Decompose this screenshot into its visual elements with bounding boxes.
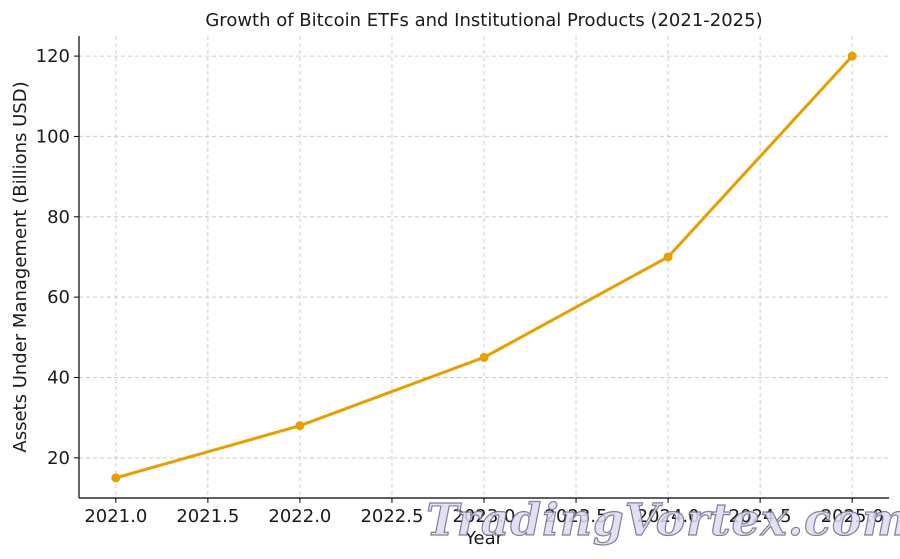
y-tick-label: 100 bbox=[36, 126, 70, 147]
data-point bbox=[295, 421, 305, 431]
x-tick-label: 2025.0 bbox=[821, 506, 884, 527]
y-tick-label: 60 bbox=[47, 287, 70, 308]
y-tick-label: 40 bbox=[47, 367, 70, 388]
axes: 2021.0 2021.5 2022.0 2022.5 2023.0 2023.5 2024… bbox=[36, 36, 889, 527]
y-tick-label: 80 bbox=[47, 207, 70, 228]
chart-title: Growth of Bitcoin ETFs and Institutional… bbox=[205, 10, 762, 31]
grid-lines bbox=[79, 36, 889, 498]
x-tick-label: 2024.0 bbox=[637, 506, 700, 527]
y-axis-label: Assets Under Management (Billions USD) bbox=[10, 81, 31, 452]
x-tick-label: 2023.0 bbox=[453, 506, 516, 527]
x-tick-label: 2022.0 bbox=[268, 506, 331, 527]
data-point bbox=[663, 252, 673, 262]
x-tick-label: 2024.5 bbox=[729, 506, 792, 527]
watermark-logo: TradingVortex.com bbox=[426, 495, 900, 546]
data-point bbox=[111, 473, 121, 483]
x-tick-label: 2023.5 bbox=[545, 506, 608, 527]
y-tick-label: 120 bbox=[36, 46, 70, 67]
y-tick-label: 20 bbox=[47, 448, 70, 469]
data-point bbox=[479, 352, 489, 362]
x-tick-label: 2022.5 bbox=[360, 506, 423, 527]
data-point bbox=[847, 51, 857, 61]
x-tick-label: 2021.5 bbox=[176, 506, 239, 527]
x-axis-label: Year bbox=[464, 528, 504, 549]
x-tick-label: 2021.0 bbox=[84, 506, 147, 527]
series-group bbox=[111, 51, 857, 483]
